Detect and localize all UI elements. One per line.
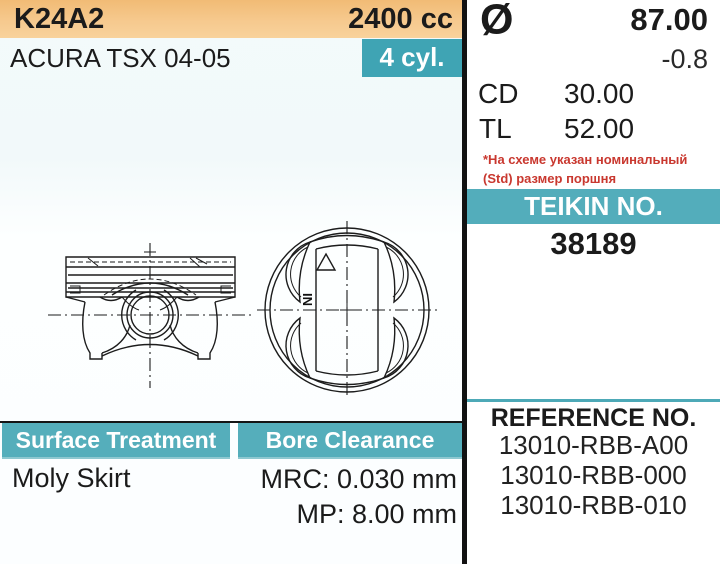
teikin-number: 38189 xyxy=(550,226,637,261)
bore-clearance-header: Bore Clearance xyxy=(238,423,462,459)
bore-clearance-mp: MP: 8.00 mm xyxy=(296,499,457,529)
cd-value: 30.00 xyxy=(564,78,635,109)
model-banner xyxy=(0,0,462,38)
bore-clearance-mrc: MRC: 0.030 mm xyxy=(260,464,457,494)
std-size-note: *На схеме указан номинальный (Std) разме… xyxy=(483,150,713,188)
diameter-icon: Ø xyxy=(480,0,514,44)
std-size-note-line1: *На схеме указан номинальный xyxy=(483,152,688,167)
piston-technical-drawing: IN xyxy=(48,221,437,399)
piston-top-view: IN xyxy=(257,221,437,399)
diameter-tolerance: -0.8 xyxy=(661,44,708,74)
cd-label: CD xyxy=(478,78,519,109)
std-size-note-line2: (Std) размер поршня xyxy=(483,171,617,186)
front-mark-triangle xyxy=(315,252,337,271)
reference-number: 13010-RBB-000 xyxy=(500,460,687,490)
intake-mark: IN xyxy=(300,293,315,306)
reference-title: REFERENCE NO. xyxy=(490,404,697,432)
tl-label: TL xyxy=(479,113,512,144)
surface-treatment-header: Surface Treatment xyxy=(2,423,230,459)
piston-side-view xyxy=(48,243,254,388)
right-panel: Ø 87.00 -0.8 CD 30.00 TL 52.00 *На схеме… xyxy=(467,0,720,564)
engine-model: K24A2 xyxy=(14,3,105,35)
tl-value: 52.00 xyxy=(564,113,635,144)
reference-separator xyxy=(467,399,720,402)
reference-numbers: 13010-RBB-A00 13010-RBB-000 13010-RBB-01… xyxy=(467,430,720,520)
cylinder-count-badge: 4 cyl. xyxy=(362,39,462,77)
teikin-no-banner: TEIKIN NO. xyxy=(467,189,720,224)
reference-number: 13010-RBB-A00 xyxy=(498,430,689,460)
column-divider xyxy=(462,0,467,564)
reference-number: 13010-RBB-010 xyxy=(500,490,687,520)
vehicle-application: ACURA TSX 04-05 xyxy=(10,43,231,73)
piston-diameter-value: 87.00 xyxy=(630,2,708,37)
table-top-border xyxy=(0,421,462,423)
bore-clearance-values: MRC: 0.030 mm MP: 8.00 mm xyxy=(238,462,457,532)
surface-treatment-value: Moly Skirt xyxy=(12,463,131,493)
left-panel: K24A2 2400 cc ACURA TSX 04-05 4 cyl. xyxy=(0,0,462,564)
engine-displacement: 2400 cc xyxy=(348,3,453,35)
